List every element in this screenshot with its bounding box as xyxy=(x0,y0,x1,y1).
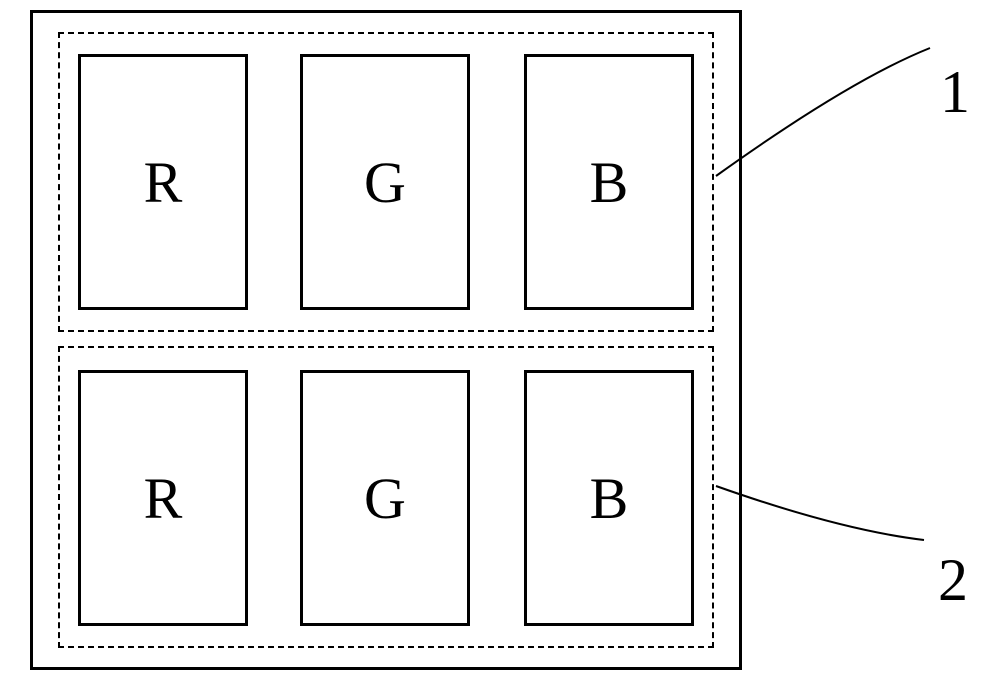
leader-line-2 xyxy=(0,0,1000,690)
annotation-label-2: 2 xyxy=(938,546,968,615)
